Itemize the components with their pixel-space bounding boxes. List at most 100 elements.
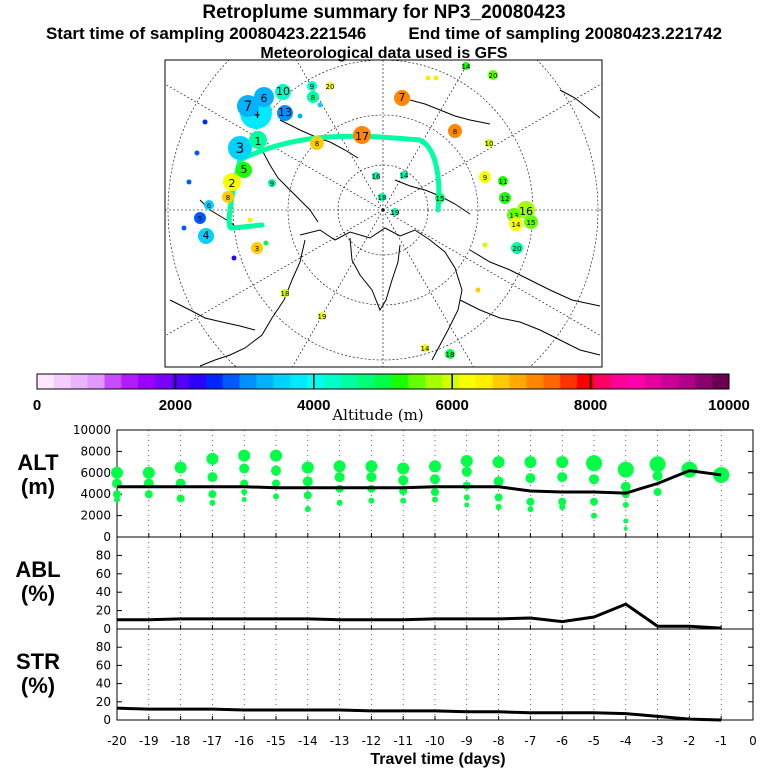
colorbar-tick-label: 8000	[574, 397, 607, 414]
day-marker: 18	[445, 349, 455, 359]
day-marker: 15	[524, 215, 538, 229]
day-marker: 14	[462, 62, 471, 71]
y-tick-label: 40	[96, 677, 111, 691]
meridian-line	[382, 60, 470, 211]
colorbar-swatch	[627, 374, 646, 389]
day-marker-label: 18	[378, 194, 387, 202]
day-marker-label: 13	[278, 106, 292, 119]
day-marker: 14	[509, 217, 523, 231]
day-marker: 15	[435, 193, 445, 203]
meridian-line	[165, 209, 384, 337]
colorbar-swatch	[492, 374, 510, 389]
colorbar-swatch	[138, 374, 156, 389]
day-marker: 6	[204, 200, 214, 210]
colorbar-swatch	[408, 374, 426, 389]
day-marker-label: 19	[318, 313, 327, 321]
altitude-scatter-point	[174, 461, 187, 474]
day-marker-label: 15	[436, 195, 445, 203]
altitude-scatter-point	[460, 455, 473, 468]
altitude-scatter-point	[365, 460, 378, 473]
day-marker: 20	[326, 82, 334, 91]
colorbar-swatch	[323, 374, 342, 389]
day-marker-label: 13	[510, 212, 519, 220]
day-marker-dot	[281, 289, 289, 297]
colorbar-swatch	[374, 374, 392, 389]
day-marker-label: 9	[270, 180, 274, 188]
y-tick-label: 80	[96, 640, 111, 654]
day-marker: 3	[228, 136, 252, 160]
altitude-scatter-point	[272, 479, 280, 488]
altitude-scatter-point	[557, 472, 568, 483]
colorbar-swatch	[712, 374, 730, 389]
day-marker: 9	[307, 81, 317, 91]
day-marker-dot	[307, 91, 319, 103]
day-marker: 7	[394, 90, 410, 106]
day-marker: 16	[372, 172, 381, 181]
day-marker-label: 3	[255, 245, 259, 253]
altitude-scatter-point	[301, 461, 314, 474]
day-marker-label: 18	[446, 351, 455, 359]
day-marker-label: 19	[391, 209, 400, 217]
colorbar-swatch	[104, 374, 122, 389]
altitude-scatter-point	[114, 496, 120, 503]
day-marker-dot	[400, 171, 408, 179]
day-marker-label: 15	[527, 219, 536, 227]
time-series-panels: 0200040006000800010000ALT(m)020406080ABL…	[15, 423, 756, 768]
colorbar-swatch	[188, 374, 207, 389]
coastline	[559, 89, 601, 119]
colorbar-swatch	[239, 374, 257, 389]
x-tick-label: 0	[749, 734, 757, 748]
day-marker: 8	[307, 91, 319, 103]
meridian-line	[382, 209, 602, 337]
start-time-label: Start time of sampling 20080423.221546	[45, 24, 367, 43]
colorbar-swatch	[458, 374, 477, 389]
colorbar-swatch	[37, 374, 55, 389]
colorbar-tick-label: 6000	[436, 397, 469, 414]
altitude-scatter-point	[209, 499, 216, 506]
x-tick-label: -6	[556, 734, 568, 748]
day-marker-dot	[251, 242, 263, 254]
altitude-scatter-point	[397, 462, 410, 475]
plume-day-markers: 4761310315284563988920111778109111216131…	[181, 62, 538, 359]
day-marker-dot	[462, 62, 470, 70]
altitude-scatter-point	[652, 471, 663, 482]
altitude-scatter-point	[176, 494, 185, 503]
day-marker: 9	[479, 171, 491, 183]
colorbar-swatch	[53, 374, 72, 389]
altitude-scatter-point	[464, 502, 470, 508]
day-marker-dot	[326, 82, 334, 90]
colorbar-label: Altitude (m)	[331, 406, 423, 424]
colorbar-swatch	[121, 374, 139, 389]
altitude-scatter-point	[524, 456, 537, 469]
day-marker-label: 8	[315, 140, 319, 148]
y-tick-label: 60	[96, 658, 111, 672]
colorbar-swatch	[70, 374, 89, 389]
x-tick-label: -5	[588, 734, 600, 748]
meridian-line	[382, 209, 474, 367]
day-marker: 14	[421, 344, 430, 353]
day-marker-dot	[277, 105, 293, 121]
day-marker: 19	[391, 208, 400, 217]
x-tick-label: -10	[425, 734, 445, 748]
altitude-scatter-point	[494, 493, 503, 502]
day-marker: 10	[485, 139, 493, 148]
coastline	[394, 179, 471, 215]
series-line	[117, 602, 722, 630]
colorbar-swatch	[340, 374, 359, 389]
colorbar-swatch	[661, 374, 679, 389]
altitude-scatter-point	[429, 460, 441, 473]
trajectory-point	[231, 255, 237, 261]
day-marker-label: 5	[241, 163, 248, 176]
x-tick-label: -4	[620, 734, 632, 748]
colorbar-swatch	[475, 374, 494, 389]
altitude-scatter-point	[623, 526, 628, 531]
trajectory-point	[263, 240, 269, 246]
day-marker: 2	[223, 173, 241, 191]
day-marker-dot	[421, 344, 429, 352]
colorbar-swatch	[256, 374, 274, 389]
x-tick-label: -19	[139, 734, 159, 748]
day-marker-dot	[498, 176, 508, 186]
altitude-scatter-point	[302, 476, 313, 487]
panel-ylabel-name: STR	[16, 649, 60, 674]
day-marker-label: 5	[198, 215, 202, 223]
